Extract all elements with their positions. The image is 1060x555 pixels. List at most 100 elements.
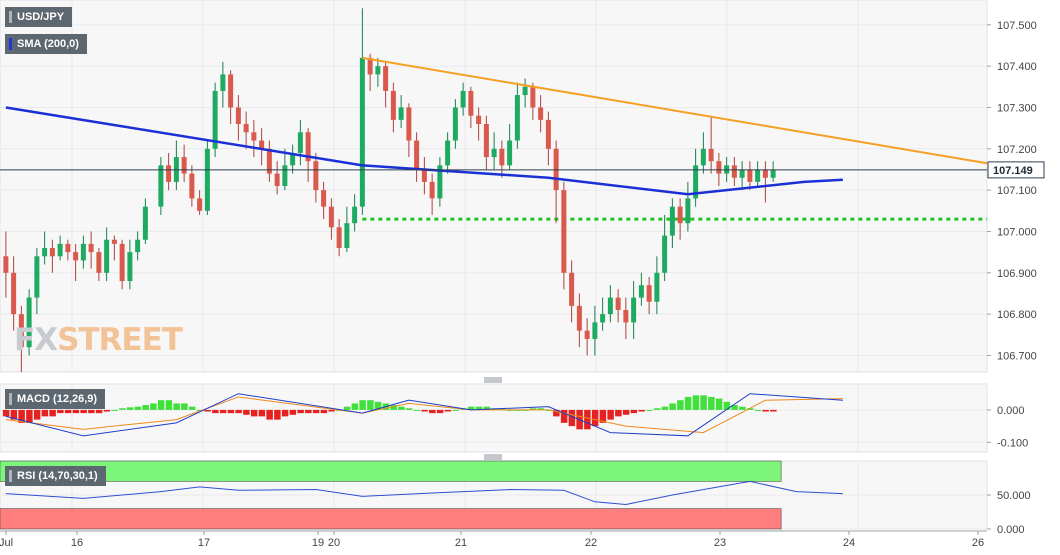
- candle-body: [127, 252, 133, 282]
- candle-body: [266, 148, 272, 174]
- candle-body: [716, 161, 722, 174]
- candle-body: [181, 157, 187, 174]
- fxstreet-logo: FXSTREET: [14, 322, 183, 358]
- macd-histogram-bar: [119, 408, 126, 410]
- macd-histogram-bar: [72, 409, 80, 414]
- candle-body: [739, 169, 745, 178]
- candle-body: [96, 252, 102, 273]
- macd-histogram-bar: [684, 396, 692, 410]
- sma-tag[interactable]: SMA (200,0): [5, 34, 87, 54]
- candle-body: [677, 206, 683, 224]
- candle-body: [452, 107, 458, 141]
- x-tick-label: 16: [71, 537, 83, 549]
- macd-histogram-bar: [343, 406, 351, 410]
- candle-body: [158, 165, 164, 207]
- candle-body: [111, 239, 117, 244]
- candle-body: [491, 148, 497, 158]
- macd-histogram-bar: [615, 409, 622, 417]
- candle-body: [414, 140, 420, 170]
- candle-body: [297, 132, 303, 153]
- macd-histogram-bar: [429, 409, 436, 414]
- macd-histogram-bar: [413, 409, 421, 411]
- candle-body: [26, 297, 32, 348]
- candle-body: [259, 140, 265, 149]
- price-tick-label: 107.200: [997, 144, 1037, 156]
- candle-body: [421, 169, 427, 182]
- candle-body: [638, 285, 644, 298]
- candle-body: [685, 198, 691, 224]
- candle-body: [545, 119, 551, 149]
- candle-body: [80, 243, 86, 261]
- macd-line: [5, 393, 843, 437]
- candle-body: [615, 297, 621, 310]
- candle-body: [569, 272, 575, 306]
- candle-body: [88, 243, 94, 253]
- macd-histogram-bar: [770, 409, 777, 412]
- candle-body: [18, 314, 24, 348]
- candle-body: [476, 115, 482, 124]
- sma-line: [5, 106, 843, 196]
- macd-histogram-bar: [126, 407, 134, 410]
- macd-tag[interactable]: MACD (12,26,9): [5, 389, 106, 409]
- price-tick-label: 106.800: [997, 309, 1037, 321]
- macd-histogram-bar: [227, 409, 235, 414]
- x-tick-label: 24: [843, 537, 855, 549]
- candle-body: [646, 285, 652, 302]
- candle-body: [383, 66, 389, 91]
- macd-histogram-bar: [297, 409, 304, 414]
- candle-body: [538, 107, 544, 120]
- candle-body: [390, 90, 396, 120]
- macd-histogram-bar: [250, 409, 258, 417]
- macd-histogram-bar: [49, 409, 56, 417]
- macd-histogram-bar: [398, 406, 405, 410]
- macd-histogram-bar: [312, 409, 320, 414]
- macd-histogram-bar: [26, 409, 33, 423]
- candle-body: [708, 148, 714, 162]
- macd-histogram-bar: [274, 409, 281, 420]
- macd-histogram-bar: [188, 406, 196, 410]
- candle-body: [437, 165, 443, 199]
- candle-body: [3, 256, 9, 273]
- macd-histogram-bar: [204, 409, 211, 412]
- candle-body: [592, 322, 598, 339]
- price-tick-label: 107.500: [997, 20, 1037, 32]
- macd-histogram-bar: [661, 406, 669, 410]
- x-tick-label: 21: [455, 537, 467, 549]
- macd-histogram-bar: [638, 409, 645, 412]
- macd-histogram-bar: [351, 403, 359, 410]
- rsi-tag[interactable]: RSI (14,70,30,1): [5, 466, 106, 486]
- macd-histogram-bar: [367, 400, 374, 410]
- candle-body: [429, 181, 435, 199]
- macd-histogram-bar: [591, 409, 599, 427]
- candle-body: [344, 223, 350, 248]
- macd-histogram-bar: [219, 409, 227, 414]
- candle-body: [460, 90, 466, 108]
- macd-histogram-bar: [467, 406, 475, 410]
- symbol-tag[interactable]: USD/JPY: [5, 7, 73, 27]
- candle-body: [468, 90, 474, 116]
- candle-body: [189, 173, 195, 199]
- rsi-overbought-zone: [0, 460, 782, 482]
- candle-body: [104, 239, 110, 273]
- candle-body: [65, 243, 71, 253]
- macd-histogram-bar: [134, 406, 142, 410]
- candle-body: [445, 140, 451, 166]
- candle-body: [313, 161, 319, 191]
- macd-histogram-bar: [18, 409, 25, 423]
- macd-histogram-bar: [173, 403, 180, 410]
- macd-histogram-bar: [33, 409, 41, 420]
- macd-histogram-bar: [212, 409, 219, 414]
- candle-body: [282, 165, 288, 186]
- macd-histogram-bar: [64, 409, 72, 414]
- macd-histogram-bar: [653, 408, 661, 410]
- candle-body: [367, 57, 373, 75]
- candle-body: [142, 206, 148, 240]
- candle-body: [662, 235, 668, 273]
- macd-histogram-bar: [157, 400, 165, 410]
- price-tick-label: 106.900: [997, 268, 1037, 280]
- macd-histogram-bar: [243, 409, 250, 415]
- candle-body: [747, 169, 753, 182]
- price-tick-label: 107.400: [997, 61, 1037, 73]
- candle-body: [623, 310, 629, 323]
- macd-histogram-bar: [165, 400, 173, 410]
